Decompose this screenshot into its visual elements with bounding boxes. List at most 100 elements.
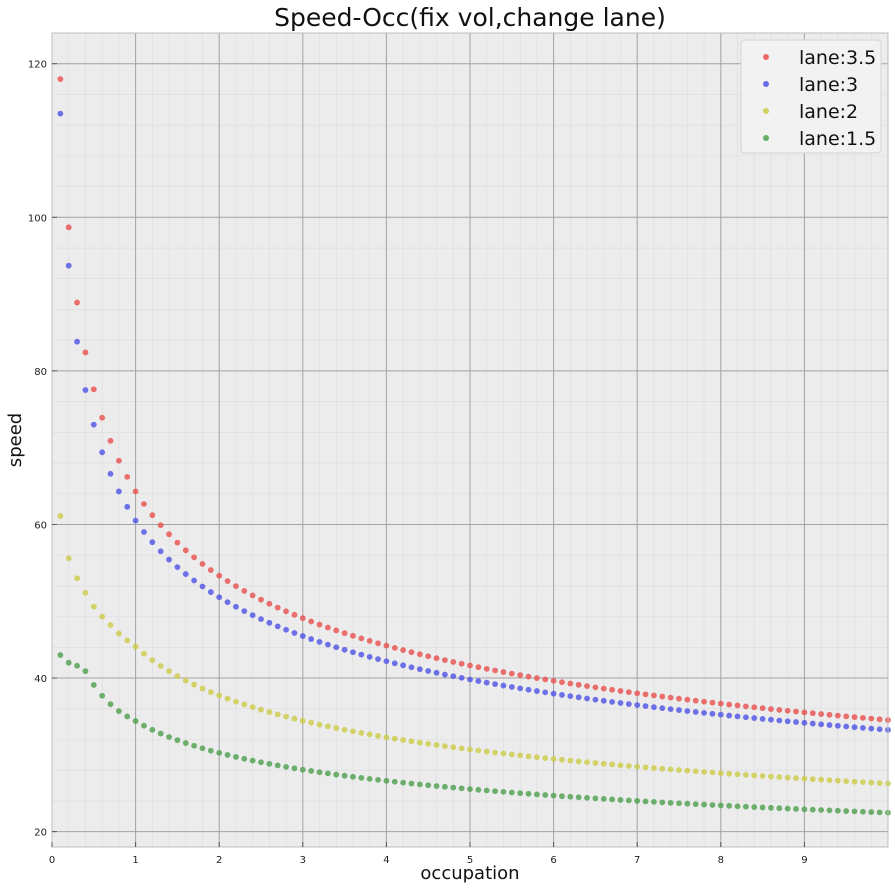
data-point [258, 706, 264, 713]
data-point [617, 688, 624, 694]
data-point [224, 578, 231, 584]
data-point [249, 704, 256, 711]
data-point [793, 708, 799, 715]
data-point [299, 766, 306, 773]
data-point [182, 740, 189, 746]
data-point [876, 809, 883, 816]
data-point [876, 726, 883, 733]
data-point [709, 802, 716, 808]
legend-box [740, 39, 882, 154]
data-point [818, 711, 825, 717]
y-tick-label: 100 [28, 213, 47, 224]
data-point [717, 802, 724, 809]
data-point [216, 594, 223, 601]
data-point [316, 638, 323, 645]
data-point [834, 807, 841, 814]
data-point [258, 616, 264, 623]
data-point [207, 589, 214, 595]
data-point [634, 763, 641, 770]
data-point [751, 715, 758, 721]
data-point [525, 673, 532, 680]
data-point [508, 789, 515, 796]
data-point [333, 771, 340, 778]
data-point [341, 772, 348, 779]
data-point [425, 653, 432, 660]
y-axis-label: speed [5, 413, 26, 467]
legend-marker [763, 54, 769, 60]
data-point [90, 386, 97, 393]
data-point [801, 806, 808, 813]
data-point [742, 803, 749, 810]
data-point [600, 697, 607, 704]
data-point [550, 756, 557, 762]
data-point [584, 683, 590, 689]
data-point [592, 795, 599, 802]
data-point [274, 623, 281, 630]
data-point [316, 621, 323, 628]
data-point [241, 608, 248, 614]
data-point [166, 556, 172, 563]
data-point [425, 740, 432, 747]
data-point [617, 797, 624, 803]
data-point [667, 694, 674, 701]
data-point [550, 677, 557, 684]
data-point [141, 650, 147, 657]
data-point [333, 627, 340, 634]
data-point [759, 773, 766, 779]
data-point [350, 632, 356, 639]
series-lane-2 [57, 513, 891, 787]
x-axis-label: occupation [420, 863, 519, 884]
data-point [274, 762, 281, 769]
data-point [834, 777, 841, 784]
data-point [584, 794, 590, 801]
data-point [508, 670, 515, 677]
data-point [508, 684, 515, 690]
data-point [366, 637, 373, 644]
data-point [391, 660, 398, 667]
data-point [224, 599, 231, 606]
data-point [517, 685, 524, 692]
data-point [575, 694, 582, 701]
data-point [851, 778, 858, 785]
data-point [634, 702, 641, 708]
data-point [809, 806, 816, 813]
data-point [299, 615, 306, 622]
data-point [249, 612, 256, 619]
x-tick-label: 7 [634, 855, 640, 866]
data-point [868, 809, 875, 815]
data-point [433, 783, 440, 789]
data-point [517, 752, 524, 759]
x-tick-label: 5 [467, 855, 473, 866]
data-point [442, 657, 448, 663]
data-point [115, 708, 122, 714]
data-point [759, 715, 766, 722]
data-point [659, 705, 666, 712]
data-point [826, 722, 833, 728]
data-point [801, 775, 808, 782]
data-point [224, 752, 231, 758]
data-point [709, 769, 716, 776]
data-point [442, 743, 448, 750]
data-point [207, 689, 214, 696]
data-point [492, 681, 498, 687]
data-point [860, 779, 866, 786]
data-point [191, 742, 198, 749]
data-point [57, 513, 64, 519]
y-tick-label: 60 [34, 520, 47, 531]
data-point [107, 622, 114, 628]
data-point [759, 804, 766, 811]
series-lane-3 [57, 110, 891, 733]
data-point [333, 644, 340, 651]
data-point [191, 681, 198, 688]
data-point [149, 726, 156, 733]
data-point [784, 774, 791, 781]
data-point [182, 547, 189, 554]
data-point [676, 695, 682, 702]
data-point [517, 672, 524, 679]
x-tick-label: 4 [383, 855, 389, 866]
data-point [525, 686, 532, 693]
data-point [157, 522, 164, 529]
data-point [124, 503, 131, 510]
data-point [533, 688, 540, 694]
data-point [291, 611, 298, 618]
